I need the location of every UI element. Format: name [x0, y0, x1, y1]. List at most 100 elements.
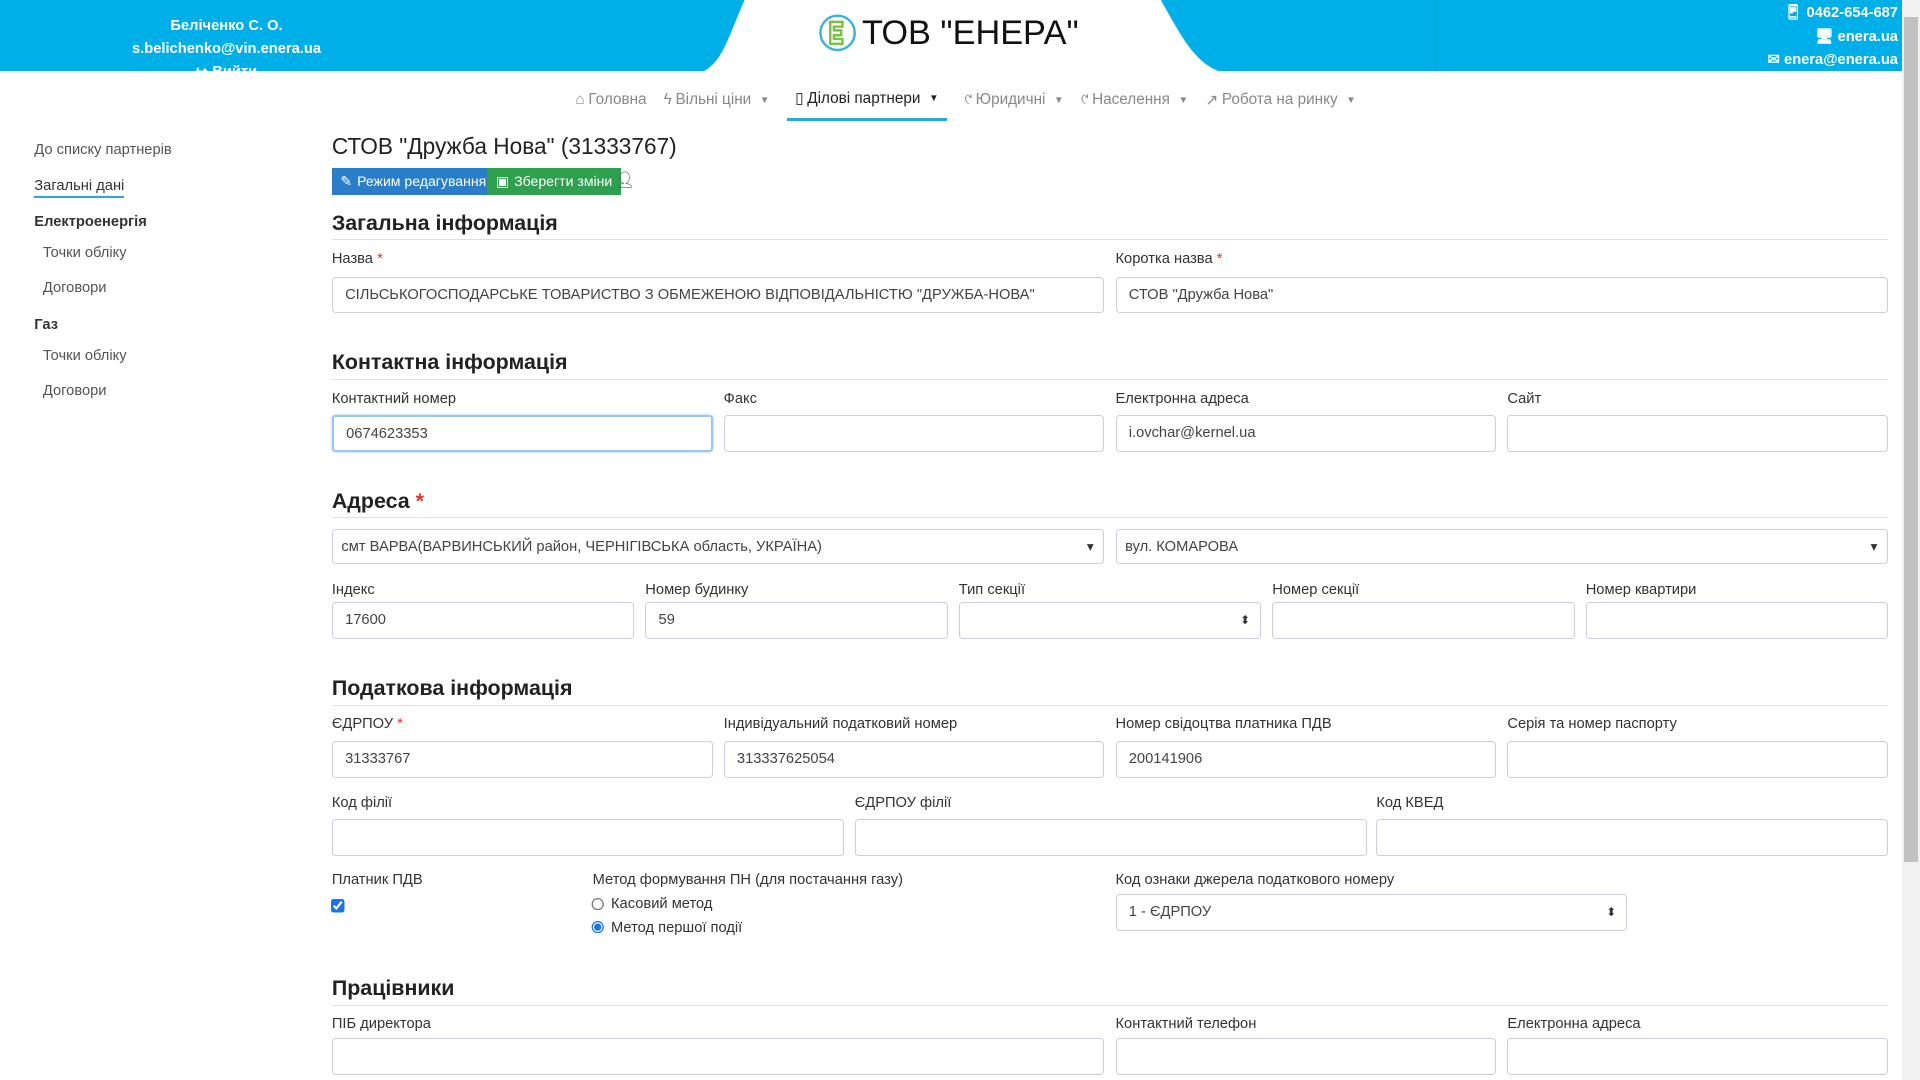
chart-icon: ↗: [1205, 91, 1219, 109]
phone-contact: 📱︎ 0462-654-687: [1783, 5, 1898, 22]
flame-icon: ୯: [964, 91, 972, 109]
flame-icon: ୯: [1080, 91, 1089, 109]
caret-down-icon: ▼: [1053, 94, 1064, 106]
caret-down-icon: ▼: [928, 93, 939, 105]
nav-label: Юридичні: [975, 91, 1046, 109]
nav-label: Ділові партнери: [807, 89, 921, 107]
email-input[interactable]: i.ovchar@kernel.ua: [1115, 415, 1497, 452]
method-first-option[interactable]: Метод першої події: [591, 920, 742, 936]
sidebar-item-e-points[interactable]: Точки обліку: [42, 244, 127, 261]
method-label: Метод формування ПН (для постачання газу…: [592, 871, 903, 888]
staff-phone-label: Контактний телефон: [1115, 1016, 1257, 1033]
phone-label: Контактний номер: [331, 390, 457, 407]
director-label: ПІБ директора: [331, 1016, 431, 1033]
fax-label: Факс: [723, 390, 757, 407]
phone-text: 0462-654-687: [1806, 5, 1898, 22]
method-cash-option[interactable]: Касовий метод: [591, 896, 712, 912]
save-changes-button[interactable]: ▣ Зберегти зміни: [487, 167, 621, 195]
city-select[interactable]: смт ВАРВА(ВАРВИНСЬКИЙ район, ЧЕРНІГІВСЬК…: [331, 528, 1105, 565]
email-text[interactable]: enera@enera.ua: [1784, 51, 1898, 68]
passport-input[interactable]: [1507, 740, 1889, 778]
branch-code-input[interactable]: [331, 819, 844, 856]
caret-down-icon: ▼: [1178, 94, 1189, 106]
short-name-input[interactable]: СТОВ "Дружба Нова": [1115, 276, 1889, 314]
section-tax: Податкова інформація: [331, 676, 1889, 706]
sidebar-item-general[interactable]: Загальні дані: [34, 178, 125, 198]
brand-logo[interactable]: ТОВ "ЕНЕРА": [818, 12, 1079, 54]
nav-partners[interactable]: ▯ Ділові партнери ▼: [786, 86, 948, 122]
edit-mode-button[interactable]: ✎ Режим редагування: [331, 167, 495, 195]
short-name-label: Коротка назва *: [1115, 251, 1223, 268]
nav-home[interactable]: ⌂ Головна: [576, 86, 647, 121]
director-input[interactable]: [331, 1038, 1105, 1076]
vat-cert-label: Номер свідоцтва платника ПДВ: [1115, 716, 1332, 733]
scrollbar[interactable]: [1901, 0, 1920, 1080]
section-address: Адреса *: [331, 489, 1889, 519]
logout-link[interactable]: ↪ Вийти: [195, 64, 258, 81]
branch-edrpou-input[interactable]: [854, 819, 1367, 856]
sidebar-item-g-points[interactable]: Точки обліку: [42, 347, 127, 364]
method-first-radio[interactable]: [591, 920, 605, 935]
scrollbar-thumb[interactable]: [1904, 17, 1918, 863]
badge-icon: ▯: [795, 90, 804, 108]
user-icon[interactable]: 👤︎: [614, 172, 635, 190]
section-general: Загальна інформація: [331, 211, 1889, 241]
house-input[interactable]: 59: [645, 602, 948, 640]
kved-label: Код КВЕД: [1376, 794, 1444, 811]
vat-payer-label: Платник ПДВ: [331, 871, 423, 888]
index-input[interactable]: 17600: [331, 602, 635, 640]
section-number-label: Номер секції: [1272, 581, 1360, 598]
company-contacts: 📱︎ 0462-654-687 🖥︎ enera.ua ✉ enera@ener…: [1768, 2, 1898, 72]
save-label: Зберегти зміни: [514, 172, 613, 189]
sidebar-item-e-contracts[interactable]: Договори: [42, 280, 107, 297]
sidebar-item-g-contracts[interactable]: Договори: [42, 383, 107, 400]
ipn-input[interactable]: 313337625054: [723, 740, 1105, 778]
edrpou-input[interactable]: 31333767: [331, 740, 713, 778]
nav-free-prices[interactable]: ϟ Вільні ціни ▼: [664, 86, 770, 121]
phone-input[interactable]: 0674623353: [331, 415, 713, 452]
branch-edrpou-label: ЄДРПОУ філії: [854, 794, 952, 811]
name-input[interactable]: СІЛЬСЬКОГОСПОДАРСЬКЕ ТОВАРИСТВО З ОБМЕЖЕ…: [331, 276, 1105, 314]
floppy-icon: ▣: [495, 172, 510, 189]
staff-email-input[interactable]: [1507, 1038, 1889, 1076]
page-title: СТОВ "Дружба Нова" (31333767): [331, 133, 677, 160]
source-code-label: Код ознаки джерела податкового номеру: [1115, 871, 1395, 888]
index-label: Індекс: [331, 581, 375, 598]
section-type-label: Тип секції: [958, 581, 1026, 598]
staff-phone-input[interactable]: [1115, 1038, 1497, 1076]
section-number-input[interactable]: [1272, 602, 1575, 640]
user-block: Беліченко С. О. s.belichenko@vin.enera.u…: [86, 15, 368, 85]
nav-label: Населення: [1092, 91, 1170, 109]
caret-down-icon: ▼: [759, 94, 770, 106]
fax-input[interactable]: [723, 415, 1105, 452]
method-cash-radio[interactable]: [591, 897, 605, 912]
section-type-select[interactable]: [958, 602, 1262, 640]
main-nav: ⌂ Головна ϟ Вільні ціни ▼ ▯ Ділові партнери ▼…: [576, 86, 1356, 122]
logout-label[interactable]: Вийти: [212, 64, 258, 81]
street-select[interactable]: вул. КОМАРОВА: [1115, 528, 1889, 565]
apartment-input[interactable]: [1585, 602, 1889, 640]
ipn-label: Індивідуальний податковий номер: [723, 716, 958, 733]
site-input[interactable]: [1507, 415, 1889, 452]
site-text[interactable]: enera.ua: [1837, 28, 1898, 45]
passport-label: Серія та номер паспорту: [1507, 716, 1677, 733]
vat-payer-checkbox[interactable]: [330, 898, 346, 914]
method-first-label: Метод першої події: [611, 919, 743, 936]
vat-cert-input[interactable]: 200141906: [1115, 740, 1497, 778]
source-code-select[interactable]: 1 - ЄДРПОУ: [1115, 893, 1628, 931]
header-banner: [0, 0, 1920, 72]
house-label: Номер будинку: [645, 581, 749, 598]
nav-market[interactable]: ↗ Робота на ринку ▼: [1205, 86, 1356, 121]
site-contact[interactable]: 🖥︎ enera.ua: [1814, 28, 1898, 45]
edit-mode-label: Режим редагування: [357, 172, 487, 189]
nav-label: Головна: [588, 91, 647, 109]
kved-input[interactable]: [1376, 819, 1889, 856]
back-to-partners-link[interactable]: До списку партнерів: [34, 142, 172, 159]
section-staff: Працівники: [331, 976, 1889, 1006]
nav-legal[interactable]: ୯ Юридичні ▼: [964, 86, 1063, 121]
section-contact: Контактна інформація: [331, 350, 1889, 380]
email-contact[interactable]: ✉ enera@enera.ua: [1767, 51, 1898, 68]
nav-population[interactable]: ୯ Населення ▼: [1081, 86, 1188, 121]
branch-code-label: Код філії: [331, 794, 393, 811]
home-icon: ⌂: [575, 91, 585, 109]
